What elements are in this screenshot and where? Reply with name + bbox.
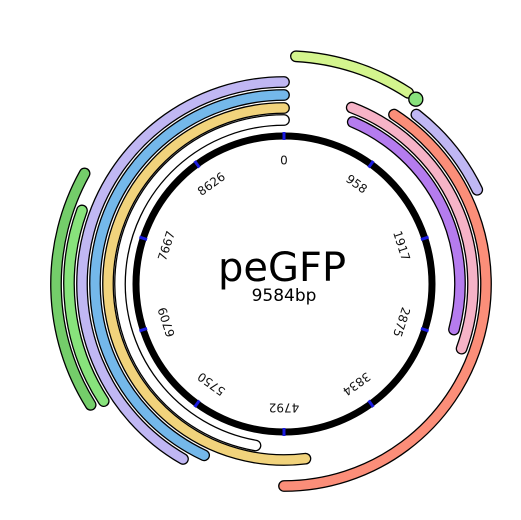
tick-mark [138,327,148,333]
tick-label: 958 [343,172,370,197]
tick-mark [420,235,430,241]
yellow-arc[interactable] [102,102,312,466]
plasmid-name: peGFP [218,245,346,291]
tick-mark [193,399,201,408]
tick-label: 1917 [390,229,413,262]
blue-arc[interactable] [89,89,290,462]
plasmid-size: 9584bp [252,286,317,306]
tick-label: 3834 [340,369,373,398]
tick-label: 6709 [155,305,178,338]
outer-lavender-arc[interactable] [410,108,484,196]
green-arc[interactable] [63,204,110,407]
tick-label: 7667 [155,229,178,262]
tick-label: 0 [280,154,288,168]
pink-arc[interactable] [345,101,479,355]
lime-arc-end-marker [408,91,424,107]
tick-label: 2875 [390,305,413,338]
tick-mark [367,160,375,169]
tick-mark [138,235,148,241]
tick-label: 8626 [195,169,228,198]
tick-mark [420,327,430,333]
tick-mark [193,160,201,169]
tick-mark [367,399,375,408]
tick-label: 4792 [269,401,300,415]
white-arc[interactable] [114,114,290,452]
tick-label: 5750 [195,369,228,398]
purple-arc[interactable] [346,116,466,336]
lime-arc[interactable] [290,50,415,99]
lavender-arc[interactable] [76,76,290,465]
dark-green-arc[interactable] [50,167,97,411]
feature-arcs [50,50,492,492]
salmon-arc[interactable] [278,108,492,492]
